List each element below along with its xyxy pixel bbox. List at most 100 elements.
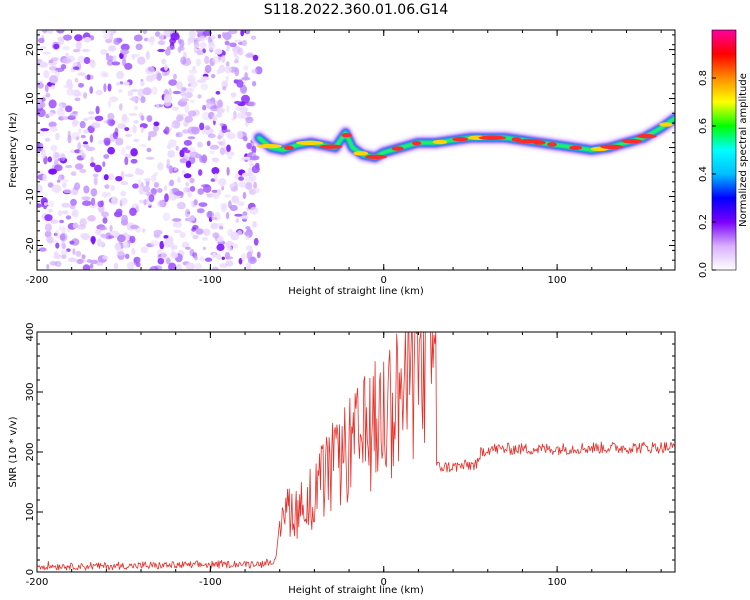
noise-speckle xyxy=(153,229,163,235)
noise-speckle xyxy=(240,30,245,37)
noise-speckle xyxy=(170,242,175,250)
noise-speckle xyxy=(233,110,237,120)
noise-speckle xyxy=(59,103,63,112)
noise-speckle xyxy=(129,224,139,230)
noise-speckle xyxy=(50,84,55,90)
noise-speckle xyxy=(99,241,105,247)
noise-speckle xyxy=(172,221,182,228)
noise-speckle xyxy=(93,176,98,186)
noise-speckle xyxy=(187,83,192,87)
noise-speckle xyxy=(74,77,79,83)
noise-speckle xyxy=(241,215,249,220)
noise-speckle xyxy=(157,48,166,53)
noise-speckle xyxy=(124,62,133,70)
noise-speckle xyxy=(72,222,79,229)
noise-speckle xyxy=(124,253,130,259)
snr-y-axis-label: SNR (10 * v/v) xyxy=(8,416,19,487)
noise-speckle xyxy=(75,136,80,141)
noise-speckle xyxy=(115,82,121,86)
noise-speckle xyxy=(184,91,193,99)
noise-speckle xyxy=(113,37,121,46)
noise-speckle xyxy=(82,264,91,270)
noise-speckle xyxy=(133,34,143,42)
noise-speckle xyxy=(37,37,45,44)
noise-speckle xyxy=(62,182,67,189)
noise-speckle xyxy=(89,59,96,69)
noise-speckle xyxy=(46,236,54,244)
noise-speckle xyxy=(77,224,86,230)
noise-speckle xyxy=(110,119,116,125)
noise-speckle xyxy=(210,105,219,112)
noise-speckle xyxy=(63,34,72,41)
noise-speckle xyxy=(157,249,163,255)
noise-speckle xyxy=(74,182,81,190)
noise-speckle xyxy=(181,169,186,175)
noise-speckle xyxy=(120,49,130,55)
noise-speckle xyxy=(222,86,227,91)
noise-speckle xyxy=(199,122,205,131)
noise-speckle xyxy=(238,181,247,188)
noise-speckle xyxy=(108,173,114,181)
noise-speckle xyxy=(246,251,252,260)
noise-speckle xyxy=(106,118,111,125)
spectrogram-x-tick-label: -200 xyxy=(26,275,49,286)
noise-speckle xyxy=(88,111,95,115)
noise-speckle xyxy=(56,30,65,34)
noise-speckle xyxy=(101,211,109,218)
noise-speckle xyxy=(187,39,191,46)
spectrogram-y-tick-label: 10 xyxy=(25,92,36,105)
noise-speckle xyxy=(202,237,208,241)
ridge-peak xyxy=(319,144,343,149)
noise-speckle xyxy=(57,210,63,217)
noise-speckle xyxy=(146,147,152,153)
noise-speckle xyxy=(221,256,225,260)
noise-speckle xyxy=(252,54,259,62)
noise-speckle xyxy=(206,210,215,219)
noise-speckle xyxy=(150,240,160,247)
noise-speckle xyxy=(73,62,78,67)
noise-speckle xyxy=(99,226,108,231)
noise-speckle xyxy=(89,134,94,143)
colorbar: 0.0 0.2 0.4 0.6 0.8 Normalized spectral ampl… xyxy=(698,29,749,278)
noise-speckle xyxy=(245,182,253,190)
noise-speckle xyxy=(193,199,198,206)
noise-speckle xyxy=(137,56,146,65)
noise-speckle xyxy=(119,103,123,111)
ridge-peak xyxy=(353,151,369,156)
noise-speckle xyxy=(183,186,188,193)
noise-speckle xyxy=(138,186,144,195)
noise-speckle xyxy=(168,262,177,270)
noise-speckle xyxy=(163,94,173,103)
noise-speckle xyxy=(235,218,240,223)
noise-speckle xyxy=(130,158,138,164)
noise-speckle xyxy=(196,208,205,214)
noise-speckle xyxy=(135,43,143,51)
noise-speckle xyxy=(168,165,173,174)
noise-speckle xyxy=(199,42,207,49)
noise-speckle xyxy=(131,88,139,93)
noise-speckle xyxy=(226,132,236,140)
noise-speckle xyxy=(111,61,121,66)
noise-speckle xyxy=(184,115,193,123)
noise-speckle xyxy=(46,30,54,34)
noise-speckle xyxy=(237,230,242,236)
noise-speckle xyxy=(42,173,47,182)
noise-speckle xyxy=(46,264,50,270)
noise-speckle xyxy=(226,129,231,133)
noise-speckle xyxy=(90,197,96,206)
colorbar-tick-label: 0.8 xyxy=(698,70,709,86)
noise-speckle xyxy=(96,261,104,266)
noise-speckle xyxy=(116,71,125,80)
noise-speckle xyxy=(40,128,50,132)
noise-speckle xyxy=(132,53,140,57)
ridge-peak xyxy=(569,145,583,150)
noise-speckle xyxy=(176,114,184,122)
noise-speckle xyxy=(187,126,197,135)
noise-speckle xyxy=(205,125,211,131)
noise-speckle xyxy=(226,166,230,176)
noise-speckle xyxy=(225,260,234,267)
noise-speckle xyxy=(100,48,108,55)
noise-speckle xyxy=(124,127,130,132)
noise-speckle xyxy=(194,255,198,261)
noise-speckle xyxy=(146,115,153,123)
